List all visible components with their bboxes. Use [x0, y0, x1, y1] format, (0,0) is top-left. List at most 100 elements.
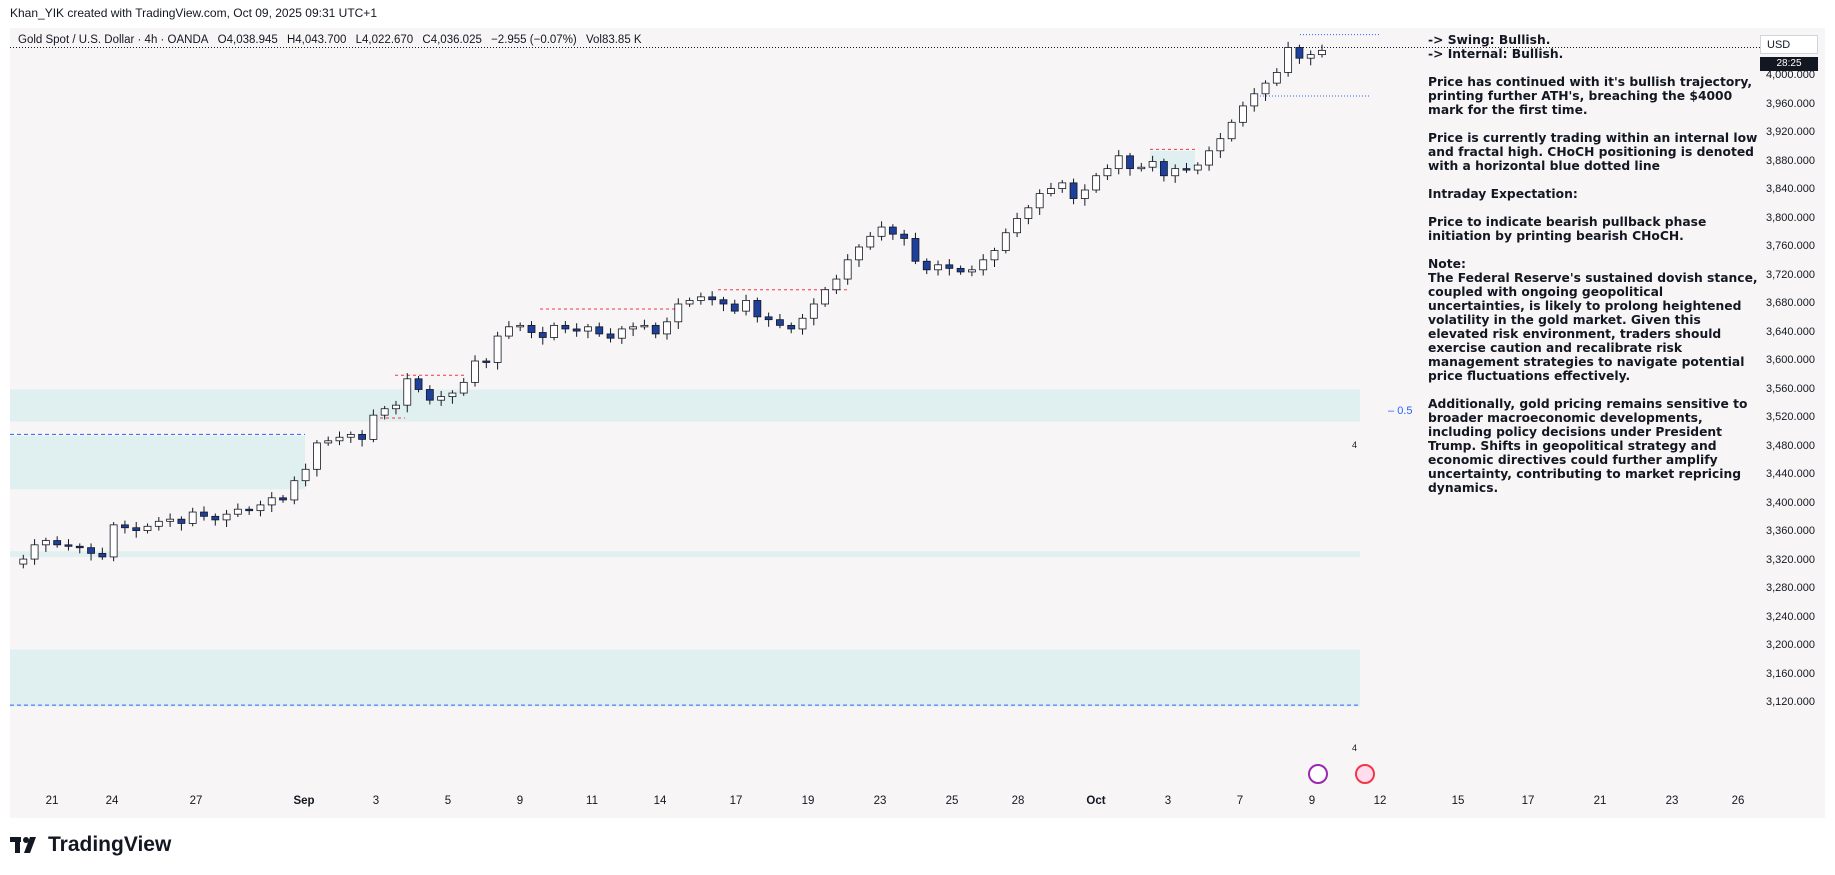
- time-tick-label: 23: [873, 795, 887, 807]
- price-tick-label: 3,720.000: [1766, 268, 1815, 281]
- bearish-candle: [279, 497, 287, 501]
- currency-button[interactable]: USD: [1760, 35, 1818, 54]
- time-tick-label: Oct: [1086, 795, 1106, 807]
- bearish-candle: [75, 545, 84, 549]
- bearish-candle: [1069, 182, 1078, 199]
- bullish-candle: [1261, 82, 1270, 95]
- tradingview-logo-text: TradingView: [48, 833, 172, 856]
- bullish-candle: [346, 433, 355, 438]
- bullish-candle: [1080, 189, 1089, 199]
- liquidity-zone: [10, 435, 305, 490]
- liquidity-zone: [1150, 150, 1195, 169]
- price-tick-label: 3,640.000: [1766, 325, 1815, 338]
- bearish-candle: [538, 332, 547, 338]
- last-price-tag: 28:25: [1760, 57, 1818, 71]
- bullish-candle: [1001, 232, 1010, 251]
- time-tick-label: 15: [1451, 795, 1465, 807]
- bearish-candle: [132, 527, 141, 531]
- bearish-candle: [945, 264, 954, 269]
- zone-label: 4: [1352, 743, 1358, 753]
- bullish-candle: [934, 264, 942, 271]
- bearish-candle: [414, 378, 423, 390]
- ohlc-low: L4,022.670: [355, 34, 414, 46]
- price-tick-label: 3,440.000: [1766, 468, 1815, 480]
- bullish-candle: [821, 289, 830, 305]
- bullish-candle: [968, 269, 976, 273]
- time-tick-label: 27: [189, 795, 203, 807]
- ohlc-open: O4,038.945: [217, 34, 278, 46]
- bearish-candle: [482, 360, 491, 363]
- ohlc-high: H4,043.700: [286, 34, 347, 46]
- symbol-name[interactable]: Gold Spot / U.S. Dollar · 4h · OANDA: [18, 34, 209, 46]
- bullish-candle: [290, 480, 299, 501]
- us-flag-event-icon[interactable]: [1355, 764, 1375, 784]
- price-tick-label: 3,320.000: [1766, 553, 1815, 566]
- bullish-candle: [1306, 54, 1315, 59]
- bullish-candle: [154, 520, 163, 527]
- bearish-candle: [98, 552, 107, 558]
- bearish-candle: [358, 433, 366, 440]
- bearish-candle: [1159, 161, 1168, 177]
- bullish-candle: [742, 300, 750, 312]
- bullish-candle: [267, 497, 276, 506]
- bullish-candle: [1216, 138, 1225, 152]
- time-tick-label: 9: [1308, 795, 1316, 807]
- bullish-candle: [685, 300, 694, 305]
- note-internal: -> Internal: Bullish.: [1428, 47, 1564, 61]
- bullish-candle: [877, 226, 886, 237]
- bearish-candle: [595, 326, 604, 335]
- bullish-candle: [1227, 121, 1236, 140]
- fib-level-value: 0.5: [1397, 405, 1413, 417]
- bearish-candle: [922, 260, 931, 271]
- bearish-candle: [53, 540, 62, 546]
- price-tick-label: 3,120.000: [1766, 696, 1815, 708]
- lightning-event-icon[interactable]: [1308, 764, 1328, 784]
- bullish-candle: [19, 558, 28, 565]
- bearish-candle: [121, 524, 129, 529]
- price-tick-label: 3,680.000: [1766, 297, 1815, 309]
- time-tick-label: 25: [945, 795, 959, 807]
- bullish-candle: [256, 504, 265, 512]
- bullish-candle: [41, 540, 50, 546]
- time-tick-label: 3: [372, 795, 380, 807]
- time-tick-label: Sep: [293, 795, 315, 807]
- price-tick-label: 3,240.000: [1766, 610, 1815, 623]
- price-tick-label: 3,840.000: [1766, 183, 1815, 195]
- bullish-candle: [663, 321, 671, 335]
- bearish-candle: [245, 508, 254, 512]
- bullish-candle: [437, 396, 446, 401]
- symbol-legend[interactable]: Gold Spot / U.S. Dollar · 4h · OANDA O4,…: [18, 34, 648, 46]
- bullish-candle: [392, 404, 400, 410]
- price-tick-label: 3,280.000: [1766, 582, 1815, 594]
- bullish-candle: [1114, 155, 1123, 170]
- bullish-candle: [188, 511, 197, 524]
- bearish-candle: [888, 226, 897, 235]
- bullish-candle: [798, 317, 807, 330]
- price-tick-label: 3,480.000: [1766, 439, 1815, 452]
- bearish-candle: [64, 544, 73, 547]
- note-paragraph: The Federal Reserve's sustained dovish s…: [1428, 271, 1758, 383]
- bearish-candle: [911, 238, 920, 262]
- bullish-candle: [629, 326, 638, 330]
- bullish-candle: [1013, 218, 1021, 234]
- bearish-candle: [1295, 47, 1304, 59]
- time-tick-label: 14: [653, 795, 667, 807]
- zone-label: 4: [1352, 440, 1358, 450]
- bullish-candle: [1103, 168, 1112, 177]
- bullish-candle: [674, 303, 683, 323]
- time-tick-label: 9: [516, 795, 524, 807]
- time-tick-label: 28: [1011, 795, 1025, 807]
- bullish-candle: [335, 436, 344, 442]
- price-tick-label: 3,360.000: [1766, 525, 1815, 537]
- bullish-candle: [504, 326, 513, 337]
- bullish-candle: [550, 324, 558, 338]
- note-paragraph: Additionally, gold pricing remains sensi…: [1428, 397, 1748, 495]
- price-tick-label: 4,000.000: [1766, 69, 1815, 81]
- bearish-candle: [776, 319, 784, 326]
- bullish-candle: [1058, 182, 1067, 189]
- bullish-candle: [1193, 164, 1202, 171]
- analysis-notes: -> Swing: Bullish. -> Internal: Bullish.…: [1428, 33, 1758, 509]
- price-change: −2.955 (−0.07%): [491, 34, 577, 46]
- bearish-candle: [425, 389, 434, 401]
